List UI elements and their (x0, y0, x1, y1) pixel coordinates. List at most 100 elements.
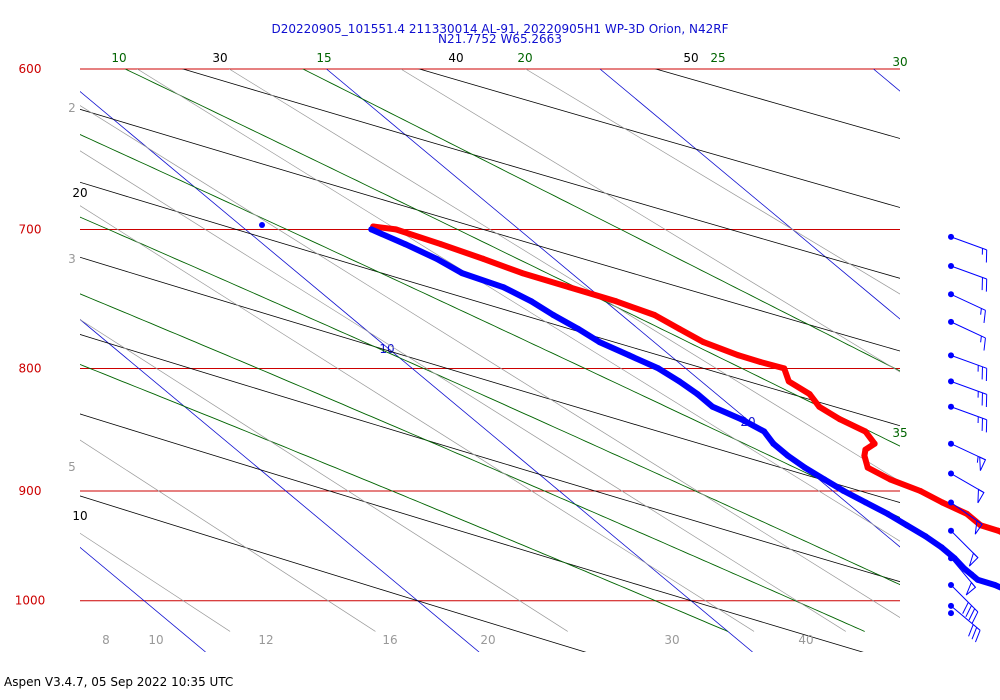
isotherm-line (80, 91, 753, 652)
moist-adiabat-label: 30 (892, 55, 907, 69)
isotherms (80, 69, 900, 652)
temperature-trace-point (519, 270, 526, 277)
isotherm-line (80, 318, 480, 652)
wind-barb-shaft (950, 265, 987, 280)
dry-adiabat-line (80, 413, 864, 652)
wind-barb (948, 602, 981, 643)
temperature-trace-point (566, 284, 573, 291)
mixing-ratio-labels: 2 3 5 8 10 12 16 20 30 40 (68, 101, 813, 647)
wind-barb (948, 499, 983, 535)
dry-adiabat-label: 10 (72, 509, 87, 523)
dry-adiabat-label: 40 (448, 51, 463, 65)
dewpoint-trace-point (550, 312, 557, 318)
temperature-trace-point (887, 476, 894, 483)
wind-barb-flag (965, 605, 972, 618)
wind-barb (948, 610, 954, 617)
isotherm-line (80, 546, 206, 652)
isotherm-line (326, 69, 900, 548)
dewpoint-trace-point (821, 476, 828, 483)
mixing-ratio-label: 20 (480, 633, 495, 647)
dewpoint-trace-point (433, 255, 440, 262)
wind-barb-flag (983, 337, 986, 351)
dry-adiabat-label: 50 (683, 51, 698, 65)
temperature-trace-point (862, 428, 869, 435)
wind-barb-pennant (979, 456, 987, 471)
moist-adiabat-line (80, 134, 900, 519)
dewpoint-outlier-point (259, 221, 266, 228)
dewpoint-trace-point (784, 452, 791, 459)
wind-barb (948, 352, 988, 381)
pressure-label: 800 (19, 361, 42, 375)
wind-barb-shaft (950, 605, 981, 631)
dewpoint-trace-point (991, 582, 998, 588)
dewpoint-outlier (259, 221, 266, 228)
moist-adiabat-line (80, 293, 865, 632)
mixing-ratio-label: 10 (148, 633, 163, 647)
dewpoint-trace-point (676, 378, 683, 385)
wind-barb (948, 233, 988, 263)
temperature-trace-point (700, 339, 707, 346)
dewpoint-trace-point (761, 428, 768, 435)
moist-adiabats (80, 69, 900, 632)
dry-adiabats (80, 69, 900, 652)
dewpoint-trace-point (840, 488, 847, 494)
temperature-trace-point (480, 255, 487, 262)
wind-barb (948, 555, 977, 596)
mixing-ratio-label: 5 (68, 460, 76, 474)
chart-title-line-2: N21.7752 W65.2663 (438, 32, 562, 46)
dewpoint-trace-point (500, 284, 507, 291)
chart-title-line-1: D20220905_101551.4 211330014 AL-91, 2022… (271, 22, 729, 36)
wind-barb (948, 318, 986, 351)
dewpoint-trace-point (368, 226, 375, 233)
wind-barb-shaft (950, 354, 987, 369)
mixing-ratio-line (80, 205, 755, 632)
mixing-ratio-line (80, 439, 376, 632)
dewpoint-trace-point (770, 440, 777, 447)
moist-adiabat-labels: 10 15 20 25 30 35 (111, 51, 907, 440)
mixing-ratio-label: 3 (68, 252, 76, 266)
temperature-trace-point (757, 358, 763, 365)
dewpoint-trace-point (903, 522, 910, 529)
moist-adiabat-line (80, 216, 900, 586)
wind-barb (948, 581, 979, 624)
wind-barb-shaft (950, 584, 979, 613)
dry-adiabat-labels: 10 20 30 40 50 (72, 51, 698, 523)
dewpoint-trace-point (709, 403, 716, 410)
wind-barb-flag (968, 624, 974, 637)
dewpoint-trace-point (968, 571, 975, 578)
dewpoint-trace-point (938, 544, 945, 551)
wind-barb-flag (962, 602, 969, 614)
wind-barbs (948, 233, 988, 643)
mixing-ratio-label: 16 (382, 633, 397, 647)
wind-barb-pennant (974, 519, 983, 535)
temperature-trace-point (871, 440, 878, 447)
temperature-trace-point (939, 499, 946, 506)
dewpoint-trace-point (974, 576, 981, 583)
dewpoint-trace-point (738, 416, 745, 423)
isotherm-line (599, 69, 900, 320)
mixing-ratio-line (80, 319, 568, 632)
mixing-ratio-line (80, 105, 900, 618)
wind-barb (948, 262, 988, 292)
wind-barb-flag (971, 627, 978, 640)
temperature-trace-point (438, 241, 444, 248)
temperature-trace-point (861, 452, 868, 459)
wind-barb-shaft (950, 380, 987, 395)
dewpoint-trace-point (528, 298, 535, 305)
mixing-ratio-line (400, 69, 900, 373)
dewpoint-trace-point (884, 510, 891, 517)
isotherm-labels: -100102030 (379, 342, 755, 429)
mixing-ratio-label: 30 (664, 633, 679, 647)
dry-adiabat-line (418, 69, 900, 208)
pressure-label: 700 (19, 222, 42, 236)
dewpoint-trace-point (402, 241, 409, 248)
wind-barb-shaft (950, 321, 986, 339)
temperature-trace-point (676, 325, 683, 332)
temperature-trace-point (781, 365, 788, 372)
temperature-trace-point (917, 488, 924, 494)
wind-barb (948, 527, 979, 567)
wind-barb-flag (983, 310, 986, 323)
temperature-trace-point (864, 464, 871, 471)
mixing-ratio-label: 2 (68, 101, 76, 115)
dewpoint-trace-point (459, 270, 465, 277)
